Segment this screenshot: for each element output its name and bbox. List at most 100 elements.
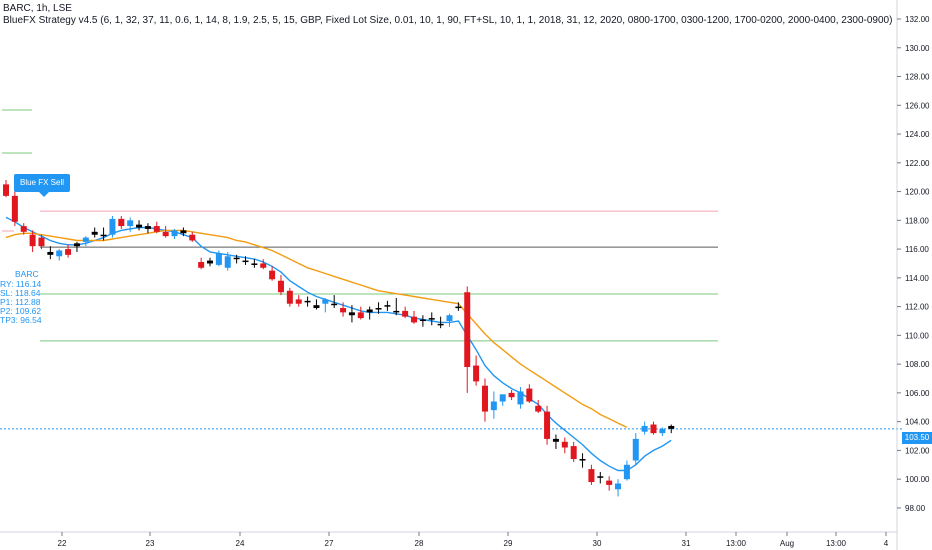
level-lines bbox=[0, 109, 902, 430]
candle-body bbox=[375, 308, 382, 310]
candle bbox=[269, 266, 276, 281]
candle-body bbox=[29, 234, 36, 247]
candle-body bbox=[269, 270, 276, 280]
candle-body bbox=[490, 401, 497, 411]
price-tick-label: 100.00 bbox=[905, 475, 930, 484]
candle-body bbox=[384, 305, 391, 307]
candle bbox=[100, 227, 107, 241]
candle-body bbox=[331, 303, 338, 306]
candle-body bbox=[20, 226, 27, 232]
candles bbox=[3, 180, 675, 497]
candle bbox=[606, 476, 613, 491]
candle bbox=[127, 217, 134, 232]
candle bbox=[153, 221, 160, 234]
candle bbox=[659, 427, 666, 437]
candle-body bbox=[277, 280, 284, 293]
candle bbox=[286, 287, 293, 307]
candle bbox=[277, 274, 284, 296]
price-tick-label: 108.00 bbox=[905, 360, 930, 369]
candle bbox=[366, 306, 373, 320]
candle bbox=[535, 400, 542, 414]
price-tick-label: 114.00 bbox=[905, 274, 929, 283]
candle-body bbox=[650, 424, 657, 434]
candle-body bbox=[597, 476, 604, 478]
candle bbox=[313, 299, 320, 310]
candle bbox=[348, 305, 355, 323]
candle-body bbox=[402, 310, 409, 317]
candle-body bbox=[615, 483, 622, 490]
candle bbox=[552, 434, 559, 449]
candle-body bbox=[47, 251, 54, 255]
candle bbox=[162, 226, 169, 238]
candle bbox=[508, 390, 515, 401]
price-tick-label: 106.00 bbox=[905, 389, 930, 398]
candle-body bbox=[517, 391, 524, 405]
candle bbox=[464, 286, 471, 393]
sl-value: SL: 118.64 bbox=[0, 288, 41, 298]
candle-body bbox=[348, 312, 355, 316]
candle-body bbox=[455, 306, 462, 309]
candle-body bbox=[215, 253, 222, 265]
candle-body bbox=[428, 318, 435, 320]
candle bbox=[517, 387, 524, 409]
candle-body bbox=[91, 231, 98, 235]
candle-body bbox=[100, 234, 107, 237]
candle bbox=[242, 256, 249, 265]
time-tick-label: 4 bbox=[884, 539, 889, 548]
candle bbox=[641, 421, 648, 435]
candle-body bbox=[38, 237, 45, 247]
candle-body bbox=[659, 428, 666, 434]
moving-averages bbox=[5, 216, 672, 472]
candle-body bbox=[180, 230, 187, 234]
time-tick-label: 13:00 bbox=[826, 539, 847, 548]
candle-body bbox=[233, 257, 240, 260]
candle bbox=[455, 302, 462, 311]
candle-body bbox=[313, 305, 320, 309]
candle-body bbox=[198, 262, 205, 268]
candle bbox=[357, 306, 364, 320]
price-tick-label: 116.00 bbox=[905, 245, 929, 254]
candle-body bbox=[127, 220, 134, 227]
candle-body bbox=[144, 226, 151, 229]
candle bbox=[11, 191, 18, 227]
candle-body bbox=[579, 459, 586, 461]
candle-body bbox=[109, 218, 116, 235]
candle bbox=[82, 236, 89, 247]
candle-body bbox=[73, 243, 80, 247]
candle bbox=[402, 306, 409, 319]
candle-body bbox=[411, 316, 418, 323]
candle bbox=[260, 259, 267, 270]
candle-body bbox=[499, 394, 506, 402]
candle-body bbox=[606, 480, 613, 485]
candle bbox=[561, 437, 568, 454]
time-tick-label: 13:00 bbox=[726, 539, 747, 548]
candle bbox=[29, 230, 36, 252]
tp2-value: P2: 109.62 bbox=[0, 306, 42, 316]
candle bbox=[446, 313, 453, 327]
time-tick-label: 28 bbox=[415, 539, 424, 548]
candle-body bbox=[481, 385, 488, 412]
time-tick-label: 27 bbox=[325, 539, 334, 548]
price-axis[interactable]: 132.00 130.00 128.00 126.00 124.00 122.00 120.… bbox=[896, 0, 930, 550]
candle bbox=[544, 405, 551, 445]
candle bbox=[375, 302, 382, 314]
strategy-params: BlueFX Strategy v4.5 (6, 1, 32, 37, 11, … bbox=[3, 15, 893, 26]
candle-body bbox=[446, 315, 453, 321]
candle-body bbox=[641, 425, 648, 432]
candle-body bbox=[295, 299, 302, 304]
candle bbox=[411, 310, 418, 324]
candle-body bbox=[473, 365, 480, 382]
candle bbox=[437, 316, 444, 329]
entry-value: RY: 116.14 bbox=[0, 279, 42, 289]
candle bbox=[215, 250, 222, 267]
candle bbox=[393, 297, 400, 316]
sell-signal-label[interactable]: Blue FX Sell bbox=[14, 174, 70, 197]
candle-body bbox=[162, 231, 169, 237]
candle bbox=[56, 249, 63, 261]
time-axis[interactable]: 22 23 24 27 28 29 30 31 13:00 Aug 13:00 4 bbox=[0, 531, 897, 548]
candle bbox=[189, 231, 196, 242]
candle bbox=[65, 244, 72, 258]
candle-body bbox=[189, 234, 196, 241]
time-tick-label: Aug bbox=[780, 539, 794, 548]
